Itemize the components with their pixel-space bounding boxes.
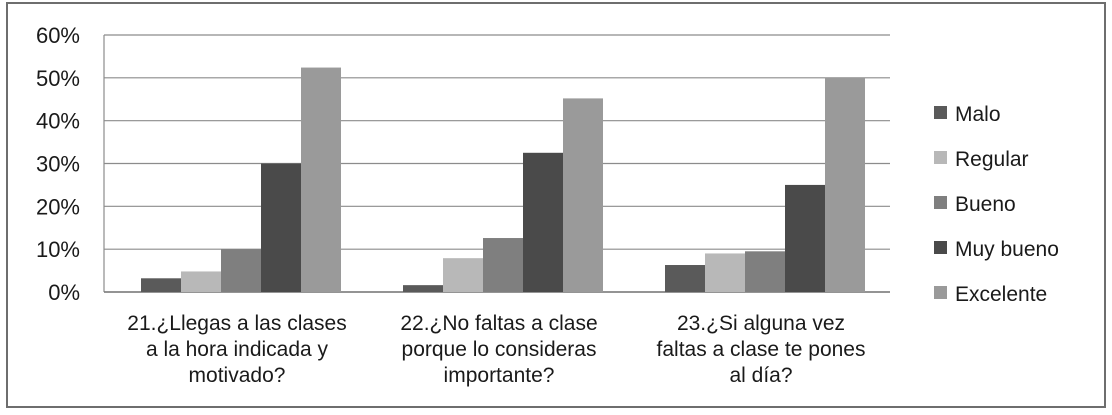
legend-label: Muy bueno — [955, 238, 1059, 261]
bar-regular — [181, 271, 221, 292]
legend-swatch — [934, 196, 947, 209]
category-label: importante? — [444, 364, 555, 387]
bar-regular — [443, 258, 483, 292]
legend-label: Bueno — [955, 193, 1016, 216]
bar-regular — [705, 253, 745, 292]
bar-bueno — [221, 249, 261, 292]
legend-label: Regular — [955, 148, 1029, 171]
bar-bueno — [483, 238, 523, 292]
category-label: 21.¿Llegas a las clases — [127, 312, 346, 335]
legend-swatch — [934, 151, 947, 164]
legend-swatch — [934, 286, 947, 299]
legend-label: Excelente — [955, 283, 1047, 306]
y-tick-label: 50% — [36, 66, 80, 91]
category-label: al día? — [729, 364, 792, 387]
bar-muy-bueno — [523, 152, 563, 292]
category-label: 23.¿Si alguna vez — [677, 312, 845, 335]
y-tick-label: 10% — [36, 237, 80, 262]
bar-malo — [665, 265, 705, 292]
bar-bueno — [745, 251, 785, 292]
bar-malo — [403, 285, 443, 292]
bar-excelente — [825, 77, 865, 292]
y-tick-label: 0% — [48, 280, 80, 305]
bar-muy-bueno — [785, 184, 825, 292]
y-tick-label: 60% — [36, 23, 80, 48]
y-tick-label: 20% — [36, 194, 80, 219]
bar-excelente — [563, 98, 603, 292]
bar-excelente — [301, 67, 341, 292]
legend-swatch — [934, 106, 947, 119]
legend-swatch — [934, 241, 947, 254]
category-label: a la hora indicada y — [146, 338, 329, 361]
category-label: 22.¿No faltas a clase — [400, 312, 597, 335]
category-label: motivado? — [189, 364, 286, 387]
legend-label: Malo — [955, 103, 1001, 126]
y-tick-label: 40% — [36, 109, 80, 134]
bar-malo — [141, 278, 181, 292]
category-label: porque lo consideras — [402, 338, 597, 361]
category-label: faltas a clase te pones — [657, 338, 866, 361]
bar-muy-bueno — [261, 163, 301, 292]
y-tick-label: 30% — [36, 152, 80, 177]
